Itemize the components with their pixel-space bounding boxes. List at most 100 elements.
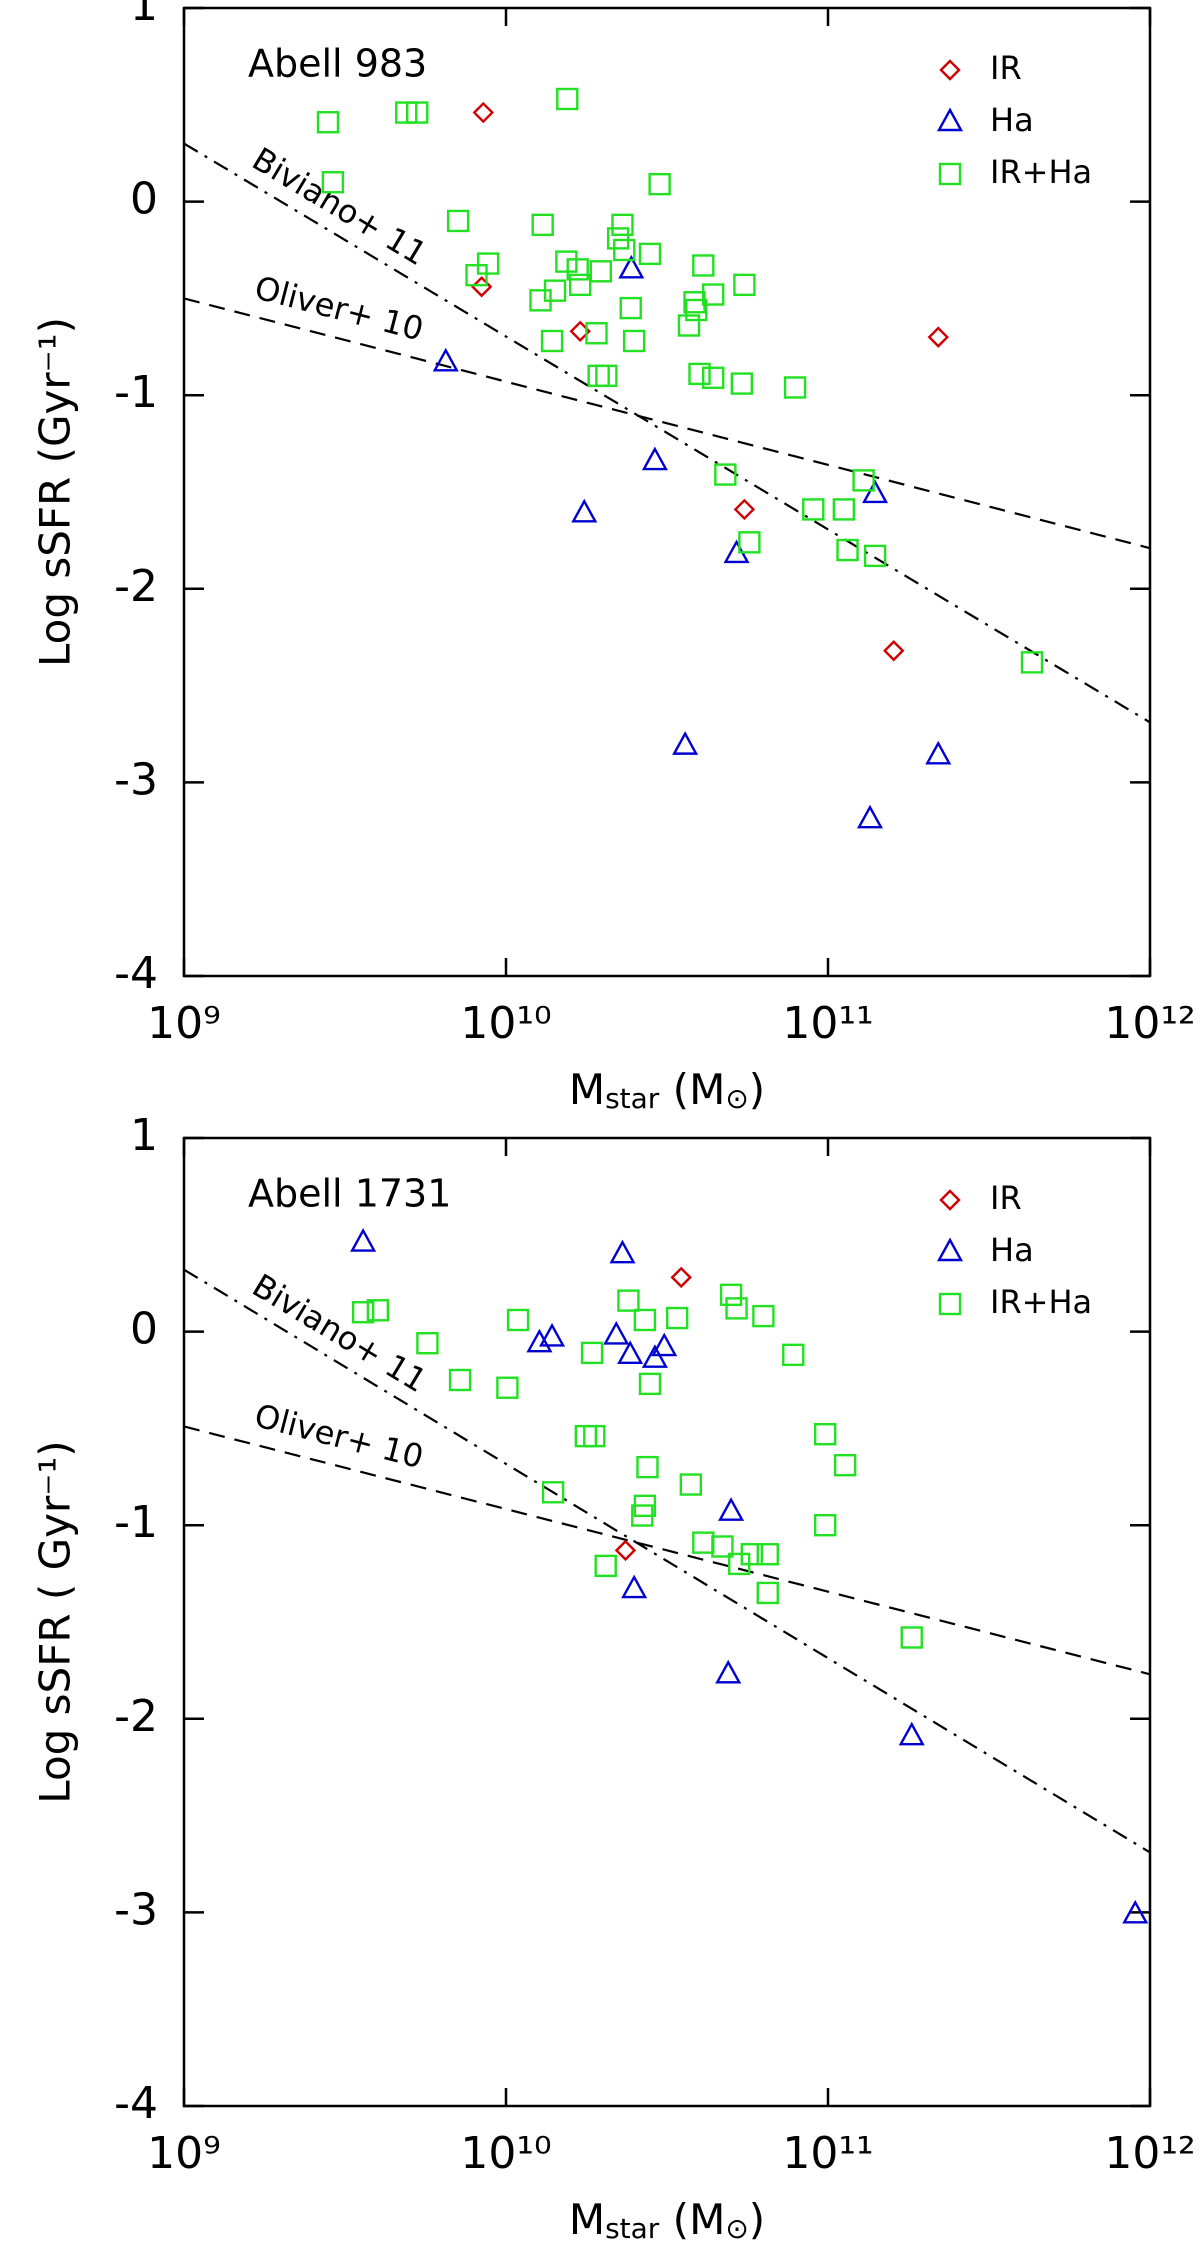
square-marker: [366, 1299, 390, 1322]
legend: IR Ha IR+Ha: [936, 49, 1092, 191]
line-label: Oliver+ 10: [251, 1396, 427, 1476]
triangle-marker: [539, 1322, 566, 1347]
triangle-marker: [618, 254, 645, 279]
square-marker: [900, 1626, 923, 1649]
triangle-marker: [350, 1228, 377, 1252]
square-marker: [719, 1283, 743, 1307]
square-marker: [783, 376, 807, 399]
square-marker: [619, 296, 642, 320]
square-marker: [683, 291, 706, 314]
square-marker: [756, 1543, 779, 1566]
y-tick-label: -3: [114, 754, 158, 805]
square-marker: [465, 263, 488, 287]
legend-label: IR: [990, 49, 1022, 87]
square-marker: [648, 172, 671, 196]
square-marker: [685, 298, 708, 322]
diamond-marker: [883, 640, 905, 662]
x-axis-label-part: star: [605, 2212, 660, 2245]
diamond-marker: [927, 326, 949, 348]
chart-title: Abell 1731: [248, 1172, 451, 1216]
triangle-marker: [651, 1332, 678, 1357]
triangle-marker: [609, 1239, 636, 1264]
square-marker: [832, 498, 856, 521]
x-tick-label: 10¹²: [1104, 2128, 1195, 2179]
square-marker: [631, 1504, 654, 1527]
square-marker: [692, 1531, 715, 1554]
x-tick-label: 10⁹: [147, 2128, 221, 2179]
square-marker: [556, 87, 579, 111]
legend-marker: [938, 1292, 962, 1316]
diamond-marker: [733, 498, 756, 521]
x-axis-label-part: (M: [659, 2195, 725, 2244]
square-marker: [611, 213, 634, 237]
square-marker: [733, 273, 756, 297]
y-axis-label: Log sSFR (Gyr⁻¹): [31, 317, 80, 667]
triangle-marker: [718, 1497, 745, 1521]
x-tick-label: 10¹²: [1104, 998, 1195, 1049]
legend-marker: [939, 1189, 961, 1211]
square-marker: [406, 101, 429, 124]
diamond-marker: [614, 1539, 637, 1562]
square-marker: [351, 1301, 375, 1324]
diamond-marker: [472, 101, 494, 124]
chart: 10⁹ 10¹⁰ 10¹¹ 10¹² -4 -3 -2 -1 0 1 Mstar (M⊙) Log s…: [31, 1110, 1196, 2245]
y-tick-label: -3: [114, 1884, 158, 1935]
square-marker: [752, 1304, 775, 1328]
square-marker: [448, 1368, 472, 1392]
square-marker: [714, 463, 737, 486]
square-marker: [638, 242, 662, 266]
square-marker: [543, 279, 567, 302]
reference-line: [183, 142, 1151, 724]
square-marker: [677, 314, 701, 337]
square-marker: [321, 171, 345, 194]
x-tick-label: 10¹⁰: [460, 998, 551, 1049]
legend-label: IR: [990, 1179, 1022, 1217]
x-axis-label-part: (M: [659, 1065, 725, 1114]
x-axis-label-part: ⊙: [725, 2212, 748, 2245]
square-marker: [496, 1376, 519, 1399]
square-marker: [833, 1453, 857, 1477]
square-marker: [636, 1455, 659, 1479]
square-marker: [725, 1297, 748, 1320]
legend-marker: [936, 1237, 964, 1262]
square-marker: [555, 250, 578, 273]
square-marker: [613, 238, 636, 262]
square-marker: [701, 283, 725, 306]
legend-label: Ha: [990, 101, 1034, 139]
reference-line: [183, 297, 1151, 550]
y-tick-label: 1: [130, 0, 158, 31]
triangle-marker: [925, 740, 952, 765]
reference-line: [183, 1425, 1151, 1676]
square-marker: [446, 209, 470, 233]
chart-title: Abell 983: [248, 42, 427, 86]
square-marker: [569, 273, 592, 297]
triangle-marker: [526, 1328, 553, 1353]
y-tick-label: -4: [114, 948, 158, 999]
legend-label: Ha: [990, 1231, 1034, 1269]
square-marker: [813, 1423, 837, 1446]
square-marker: [316, 111, 340, 134]
legend-label: IR+Ha: [990, 1283, 1092, 1321]
square-marker: [756, 1581, 779, 1605]
triangle-marker: [621, 1574, 648, 1599]
square-marker: [587, 364, 610, 388]
x-axis-label-part: ⊙: [725, 1082, 748, 1115]
legend-marker: [939, 59, 961, 81]
y-tick-label: -1: [114, 1497, 158, 1548]
square-marker: [633, 1308, 657, 1332]
diamond-marker: [470, 276, 493, 298]
square-marker: [688, 362, 711, 386]
line-label: Oliver+ 10: [251, 268, 427, 348]
square-marker: [574, 1424, 598, 1448]
square-marker: [595, 364, 618, 388]
x-tick-label: 10⁹: [147, 998, 221, 1049]
plot-frame: [182, 6, 1152, 978]
square-marker: [589, 260, 613, 283]
triangle-marker: [672, 731, 699, 755]
square-marker: [585, 322, 608, 345]
square-marker: [738, 531, 761, 554]
square-marker: [622, 329, 646, 353]
square-marker: [476, 252, 500, 275]
